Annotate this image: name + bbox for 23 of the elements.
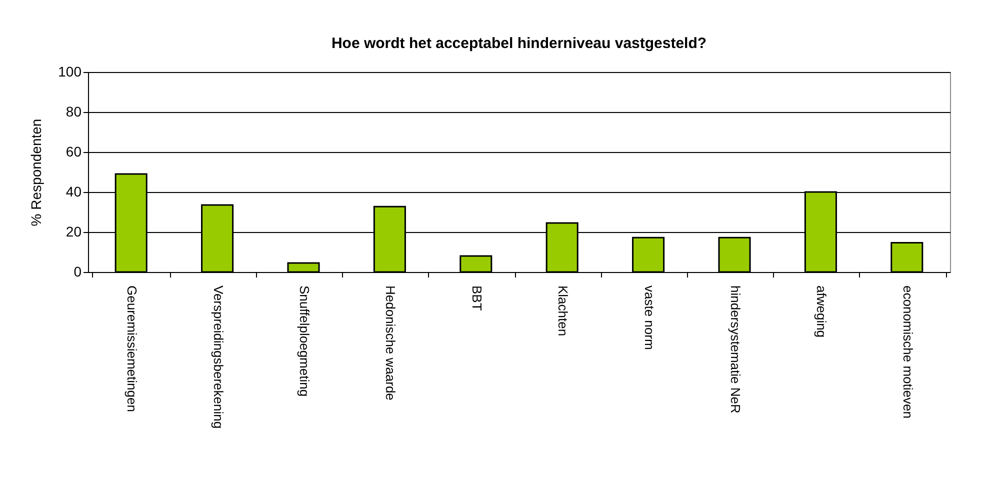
x-tick-label: BBT <box>469 286 484 311</box>
bar <box>890 242 924 273</box>
bar <box>718 236 751 273</box>
x-tick-label: Verspreidingsberekening <box>210 286 226 429</box>
y-axis-title: % Respondenten <box>28 118 44 226</box>
x-tick-label: Klachten <box>556 286 571 336</box>
y-tick-label: 40 <box>66 184 82 200</box>
y-tick-label: 100 <box>58 64 82 80</box>
x-tick-label: Geuremissiemetingen <box>124 286 140 412</box>
x-tick-label: Hedonische waarde <box>383 286 398 400</box>
x-tick-label: hindersystematie NeR <box>728 286 743 414</box>
x-tick-label: Snuffelploegmeting <box>297 286 312 397</box>
x-tick-label: economische motieven <box>900 286 916 418</box>
y-tick-label: 60 <box>66 144 82 160</box>
bar <box>287 262 320 273</box>
chart-title: Hoe wordt het acceptabel hinderniveau vastgesteld? <box>331 35 707 52</box>
y-tick-label: 0 <box>74 264 82 280</box>
bar <box>460 255 492 273</box>
bar <box>632 236 665 273</box>
y-tick-label: 80 <box>66 104 82 120</box>
x-tick-label: afweging <box>814 286 830 338</box>
y-tick-label: 20 <box>66 224 82 240</box>
x-tick-label: vaste norm <box>642 286 657 350</box>
